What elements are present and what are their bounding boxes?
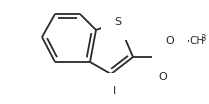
Text: 3: 3 — [200, 34, 205, 43]
Text: I: I — [112, 86, 116, 96]
Text: O: O — [159, 72, 167, 82]
Text: O: O — [166, 36, 174, 46]
Text: CH: CH — [189, 36, 204, 46]
Text: S: S — [115, 17, 122, 27]
